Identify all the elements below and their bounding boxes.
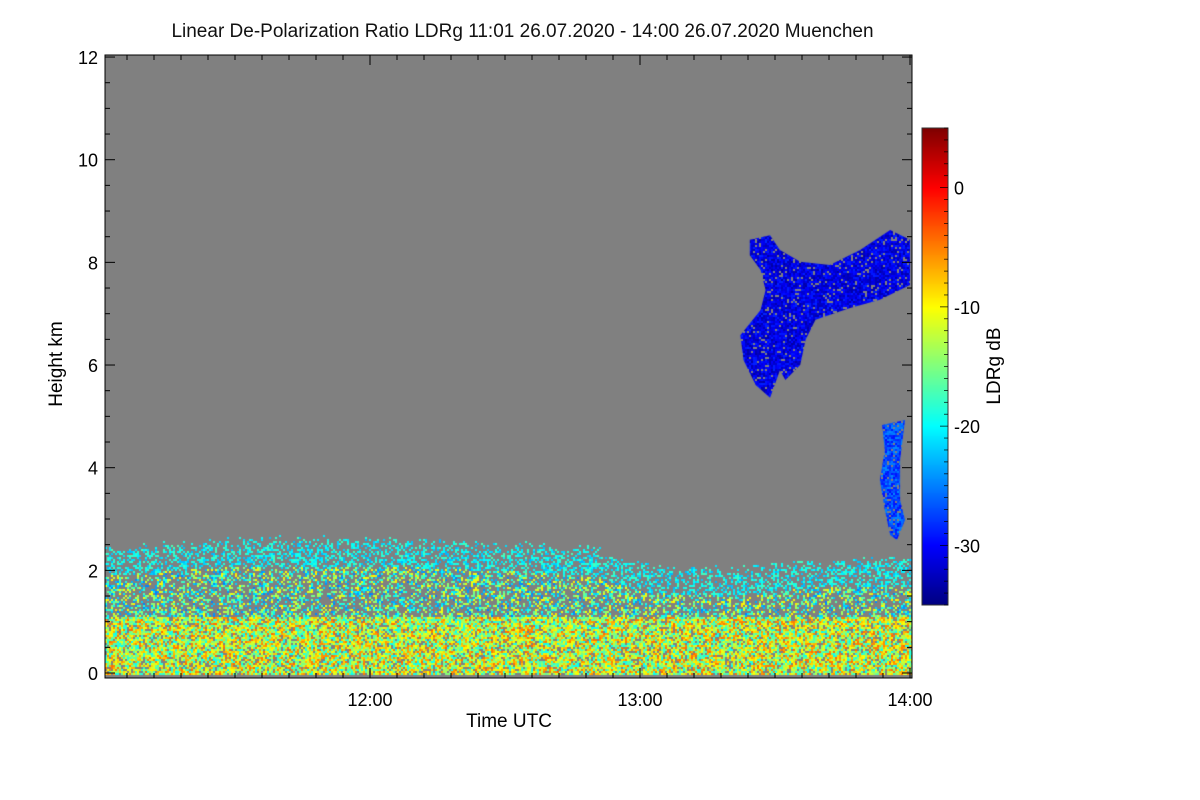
y-tick-label: 12 — [78, 48, 98, 68]
x-tick-label: 14:00 — [887, 690, 932, 710]
colorbar-tick-label: -10 — [954, 298, 980, 318]
colorbar-tick-label: -20 — [954, 417, 980, 437]
x-tick-label: 12:00 — [347, 690, 392, 710]
y-tick-label: 8 — [88, 253, 98, 273]
colorbar-label: LDRg dB — [984, 327, 1005, 404]
x-tick-label: 13:00 — [617, 690, 662, 710]
colorbar-gradient — [922, 128, 948, 605]
y-tick-label: 4 — [88, 459, 98, 479]
y-tick-label: 2 — [88, 561, 98, 581]
y-tick-label: 0 — [88, 664, 98, 684]
colorbar-tick-label: -30 — [954, 536, 980, 556]
plot-frame — [104, 54, 913, 679]
x-axis-label: Time UTC — [466, 711, 552, 732]
y-tick-label: 10 — [78, 151, 98, 171]
chart-title: Linear De-Polarization Ratio LDRg 11:01 … — [171, 21, 874, 42]
colorbar-tick-label: 0 — [954, 179, 964, 199]
y-axis-label: Height km — [46, 321, 67, 407]
y-tick-label: 6 — [88, 356, 98, 376]
ldr-heatmap — [105, 55, 912, 678]
